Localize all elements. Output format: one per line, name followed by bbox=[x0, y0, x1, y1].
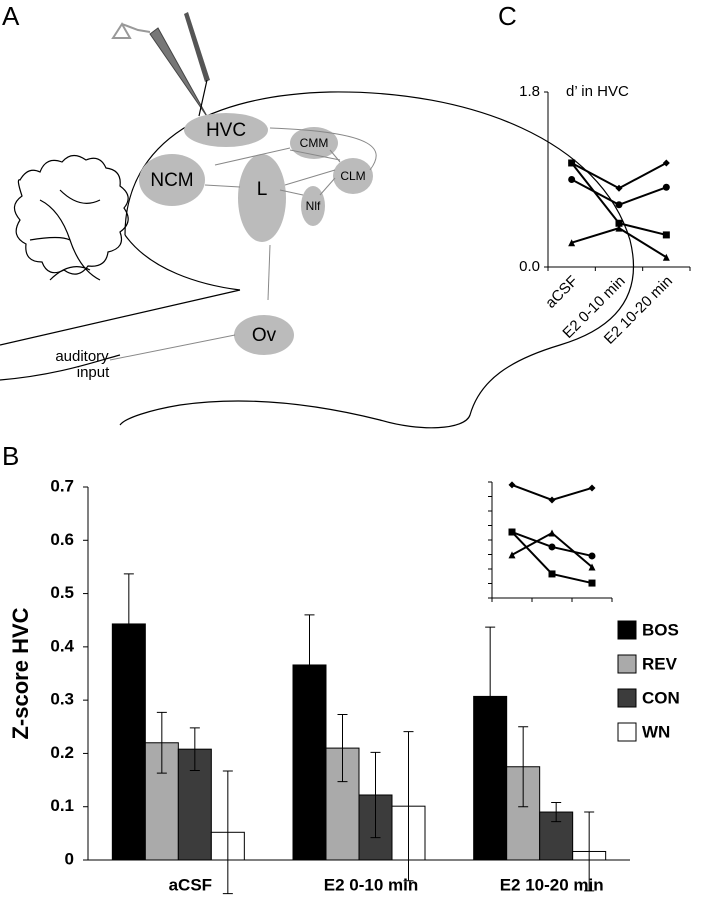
brain-outline bbox=[0, 91, 635, 429]
legend-swatch bbox=[617, 722, 637, 742]
error-bar bbox=[370, 751, 381, 839]
marker bbox=[662, 231, 670, 239]
marker bbox=[568, 176, 576, 183]
y-tick-label: 0.1 bbox=[50, 796, 74, 815]
electrode bbox=[111, 12, 210, 119]
marker bbox=[588, 579, 596, 587]
y-tick-label: 0.5 bbox=[50, 583, 74, 602]
error-bar bbox=[156, 711, 167, 774]
error-bar bbox=[584, 811, 595, 892]
x-tick-label: aCSF bbox=[542, 273, 581, 312]
legend-swatch bbox=[617, 620, 637, 640]
marker bbox=[508, 551, 516, 559]
marker bbox=[662, 183, 670, 191]
panel-letter: B bbox=[2, 441, 19, 471]
nucleus-label: Nlf bbox=[306, 199, 321, 213]
y-tick-label: 0.6 bbox=[50, 530, 74, 549]
series-line bbox=[571, 178, 667, 206]
marker bbox=[568, 239, 576, 247]
marker bbox=[508, 481, 516, 489]
nucleus-label: NCM bbox=[150, 170, 193, 191]
marker bbox=[588, 552, 596, 560]
y-tick-label: 0.7 bbox=[50, 476, 74, 495]
marker bbox=[615, 201, 623, 209]
marker bbox=[548, 529, 556, 537]
marker bbox=[548, 570, 556, 578]
marker bbox=[548, 543, 556, 551]
legend-swatch bbox=[617, 654, 637, 674]
marker bbox=[615, 224, 623, 232]
charts: 0.0 1.8 aCSF E2 0-10 min E2 10-20 min d’ in H… bbox=[8, 83, 691, 895]
connections bbox=[109, 127, 377, 361]
panel-letter: A bbox=[2, 1, 20, 31]
error-bar bbox=[222, 770, 233, 895]
annotation: auditory bbox=[55, 348, 109, 365]
nucleus-label: Ov bbox=[252, 325, 277, 346]
error-bar bbox=[337, 714, 348, 783]
marker bbox=[588, 484, 596, 492]
legend-label: BOS bbox=[642, 620, 679, 639]
error-bar bbox=[403, 731, 414, 882]
y-tick-label: 1.8 bbox=[519, 83, 540, 100]
marker bbox=[615, 184, 623, 192]
legend-label: REV bbox=[642, 654, 678, 673]
y-axis-label: Z-score HVC bbox=[8, 607, 33, 739]
error-bar bbox=[485, 626, 496, 767]
nucleus-label: L bbox=[257, 179, 268, 200]
brain-nuclei bbox=[139, 113, 373, 355]
marker bbox=[508, 528, 516, 536]
nucleus-label: HVC bbox=[206, 120, 246, 141]
marker bbox=[588, 563, 596, 571]
error-bar bbox=[189, 727, 200, 771]
annotation: input bbox=[77, 364, 110, 381]
y-tick-label: 0.3 bbox=[50, 690, 74, 709]
y-tick-label: 0 bbox=[65, 849, 74, 868]
series-line bbox=[571, 162, 667, 190]
error-bar bbox=[518, 726, 529, 808]
error-bar bbox=[551, 801, 562, 823]
x-tick-label: aCSF bbox=[169, 875, 212, 894]
error-bar bbox=[123, 573, 134, 675]
marker bbox=[568, 159, 576, 167]
chart-title: d’ in HVC bbox=[566, 83, 629, 100]
y-tick-label: 0.4 bbox=[50, 636, 74, 655]
nucleus-label: CLM bbox=[340, 169, 365, 183]
y-tick-label: 0.0 bbox=[519, 258, 540, 275]
x-tick-label: E2 10-20 min bbox=[500, 875, 604, 894]
legend-label: WN bbox=[642, 722, 670, 741]
marker bbox=[662, 159, 670, 167]
marker bbox=[548, 496, 556, 504]
legend-label: CON bbox=[642, 688, 680, 707]
marker bbox=[615, 219, 623, 227]
x-tick-label: E2 0-10 min bbox=[324, 875, 419, 894]
panel-letter: C bbox=[498, 1, 517, 31]
error-bar bbox=[304, 614, 315, 716]
series-line bbox=[571, 227, 667, 259]
legend-swatch bbox=[617, 688, 637, 708]
y-tick-label: 0.2 bbox=[50, 743, 74, 762]
nucleus-label: CMM bbox=[300, 136, 329, 150]
marker bbox=[662, 253, 670, 261]
